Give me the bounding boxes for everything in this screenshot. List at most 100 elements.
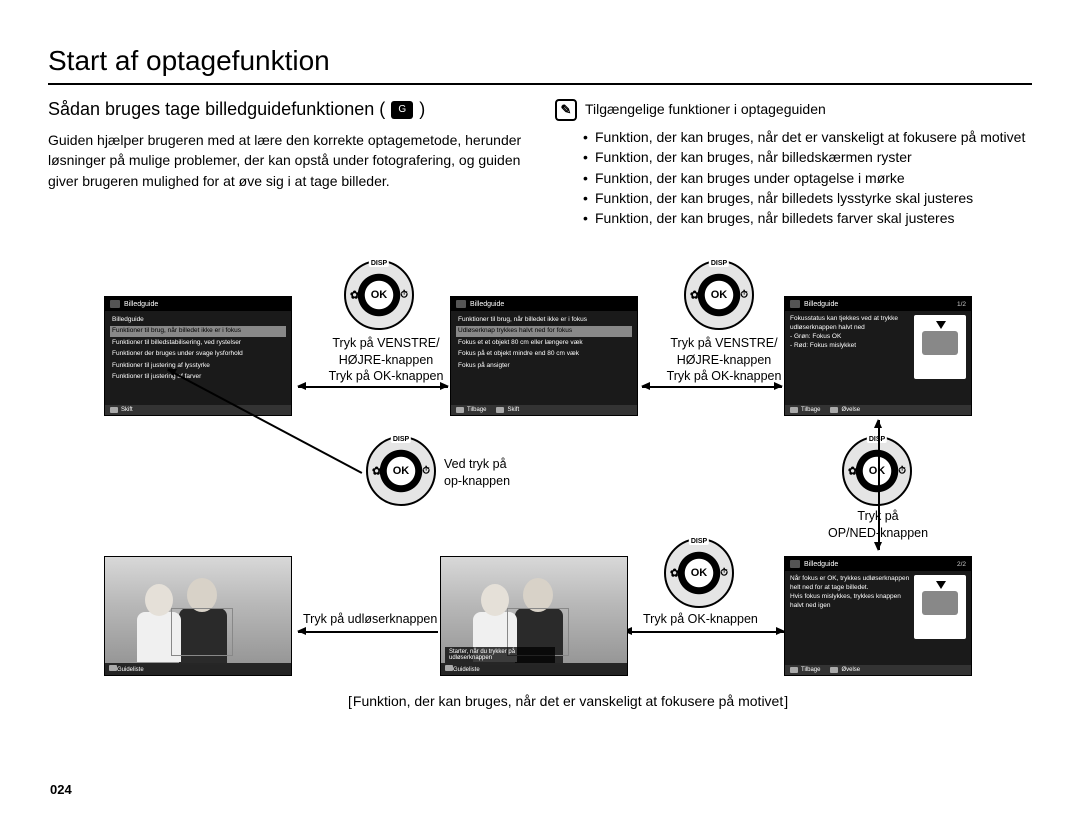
dial-flash-icon: ✿: [372, 465, 381, 478]
camera-icon: [790, 560, 800, 568]
page-indicator: 2/2: [957, 561, 966, 568]
footer-key: Skift: [110, 407, 133, 413]
feature-item: Funktion, der kan bruges, når det er van…: [583, 127, 1032, 147]
footer-key: Guideliste: [445, 665, 480, 673]
two-column-intro: Sådan bruges tage billedguidefunktionen …: [48, 99, 1032, 228]
focus-frame: [171, 608, 233, 656]
diagram-caption: Funktion, der kan bruges, når det er van…: [348, 693, 788, 709]
feature-item: Funktion, der kan bruges, når billedets …: [583, 188, 1032, 208]
screen-help-2: Billedguide 2/2 Når fokus er OK, trykkes…: [784, 556, 972, 676]
screen-footer: Tilbage Skift: [451, 405, 637, 415]
screen-header-text: Billedguide: [804, 561, 838, 568]
dial-disp-label: DISP: [867, 436, 887, 443]
dial-timer-icon: ⏱: [400, 290, 408, 301]
subtitle-suffix: ): [419, 99, 425, 120]
arrow-left: [298, 631, 438, 633]
screen-header: Billedguide: [785, 557, 971, 571]
arrow-horizontal: [642, 386, 782, 388]
dial-disp-label: DISP: [391, 436, 411, 443]
screen-line: Fokus et et objekt 80 cm eller længere v…: [456, 337, 632, 348]
screen-line: Fokus på et objekt mindre end 80 cm væk: [456, 349, 632, 360]
screen-body: Funktioner til brug, når billedet ikke e…: [451, 311, 637, 374]
ok-dial: DISP ✿ ⏱: [366, 436, 436, 506]
caption-shutter: Tryk på udløserknappen: [303, 611, 437, 627]
help-body: Fokusstatus kan tjekkes ved at trykke ud…: [785, 311, 971, 383]
screen-line: Fokus på ansigter: [456, 360, 632, 371]
footer-key: Guideliste: [109, 665, 144, 673]
flow-diagram: Billedguide Billedguide Funktioner til b…: [48, 258, 1032, 728]
dial-disp-label: DISP: [709, 260, 729, 267]
photo-footer: Guideliste: [441, 663, 627, 675]
screen-header: Billedguide: [785, 297, 971, 311]
ok-dial: DISP ✿ ⏱: [842, 436, 912, 506]
footer-key: Tilbage: [456, 407, 486, 413]
screen-body: Billedguide Funktioner til brug, når bil…: [105, 311, 291, 386]
help-text: Fokusstatus kan tjekkes ved at trykke ud…: [790, 315, 910, 379]
screen-line: Funktioner der bruges under svage lysfor…: [110, 349, 286, 360]
screen-line: Funktioner til justering af lysstyrke: [110, 360, 286, 371]
screen-line: Funktioner til justering af farver: [110, 372, 286, 383]
dial-timer-icon: ⏱: [720, 568, 728, 579]
caption-nav-2: Tryk på VENSTRE/HØJRE-knappenTryk på OK-…: [658, 335, 790, 384]
photo-overlay-text: Starter, når du trykker på udløserknappe…: [445, 647, 555, 663]
feature-item: Funktion, der kan bruges, når billedskær…: [583, 147, 1032, 167]
screen-guide-menu-1: Billedguide Billedguide Funktioner til b…: [104, 296, 292, 416]
screen-line-hl: Udløserknap trykkes halvt ned for fokus: [456, 326, 632, 337]
screen-help-1: Billedguide 1/2 Fokusstatus kan tjekkes …: [784, 296, 972, 416]
note-title: Tilgængelige funktioner i optageguiden: [585, 101, 826, 117]
photo-subjects: [125, 578, 245, 663]
screen-line-hl: Funktioner til brug, når billedet ikke e…: [110, 326, 286, 337]
subtitle: Sådan bruges tage billedguidefunktionen …: [48, 99, 525, 120]
dial-timer-icon: ⏱: [898, 466, 906, 477]
press-arrow-icon: [936, 321, 946, 329]
help-illustration: [914, 315, 966, 379]
screen-header: Billedguide: [451, 297, 637, 311]
screen-footer: Skift: [105, 405, 291, 415]
dial-flash-icon: ✿: [350, 289, 359, 302]
footer-key: Tilbage: [790, 407, 820, 413]
camera-icon: [110, 300, 120, 308]
camera-illustration: [922, 591, 958, 615]
photo-footer: Guideliste: [105, 663, 291, 675]
page-title: Start af optagefunktion: [48, 45, 1032, 85]
page-indicator: 1/2: [957, 301, 966, 308]
dial-flash-icon: ✿: [848, 465, 857, 478]
dial-disp-label: DISP: [689, 538, 709, 545]
screen-footer: Tilbage Øvelse: [785, 665, 971, 675]
screen-header: Billedguide: [105, 297, 291, 311]
screen-line: Funktioner til billedstabilisering, ved …: [110, 337, 286, 348]
screen-subheader: Billedguide: [110, 314, 286, 325]
arrow-horizontal: [298, 386, 448, 388]
feature-list: Funktion, der kan bruges, når det er van…: [583, 127, 1032, 228]
arrow-horizontal: [624, 631, 784, 633]
press-arrow-icon: [936, 581, 946, 589]
camera-illustration: [922, 331, 958, 355]
caption-nav-1: Tryk på VENSTRE/HØJRE-knappenTryk på OK-…: [320, 335, 452, 384]
caption-up-press: Ved tryk påop-knappen: [444, 456, 510, 489]
camera-icon: [456, 300, 466, 308]
dial-timer-icon: ⏱: [422, 466, 430, 477]
screen-header-text: Billedguide: [470, 301, 504, 308]
screen-subheader: Funktioner til brug, når billedet ikke e…: [456, 314, 632, 325]
intro-left-column: Sådan bruges tage billedguidefunktionen …: [48, 99, 525, 228]
screen-header-text: Billedguide: [804, 301, 838, 308]
help-illustration: [914, 575, 966, 639]
screen-header-text: Billedguide: [124, 301, 158, 308]
footer-key: Skift: [496, 407, 519, 413]
caption-ok-press: Tryk på OK-knappen: [643, 611, 758, 627]
note-header: ✎ Tilgængelige funktioner i optageguiden: [555, 99, 1032, 121]
note-icon: ✎: [555, 99, 577, 121]
footer-key: Tilbage: [790, 667, 820, 673]
dial-disp-label: DISP: [369, 260, 389, 267]
ok-dial: DISP ✿ ⏱: [344, 260, 414, 330]
intro-paragraph: Guiden hjælper brugeren med at lære den …: [48, 130, 525, 191]
screen-photo-practice: Starter, når du trykker på udløserknappe…: [440, 556, 628, 676]
guide-mode-icon: G: [391, 101, 413, 119]
dial-flash-icon: ✿: [690, 289, 699, 302]
feature-item: Funktion, der kan bruges, når billedets …: [583, 208, 1032, 228]
dial-flash-icon: ✿: [670, 567, 679, 580]
footer-key: Øvelse: [830, 667, 860, 673]
feature-item: Funktion, der kan bruges under optagelse…: [583, 168, 1032, 188]
camera-icon: [790, 300, 800, 308]
screen-footer: Tilbage Øvelse: [785, 405, 971, 415]
